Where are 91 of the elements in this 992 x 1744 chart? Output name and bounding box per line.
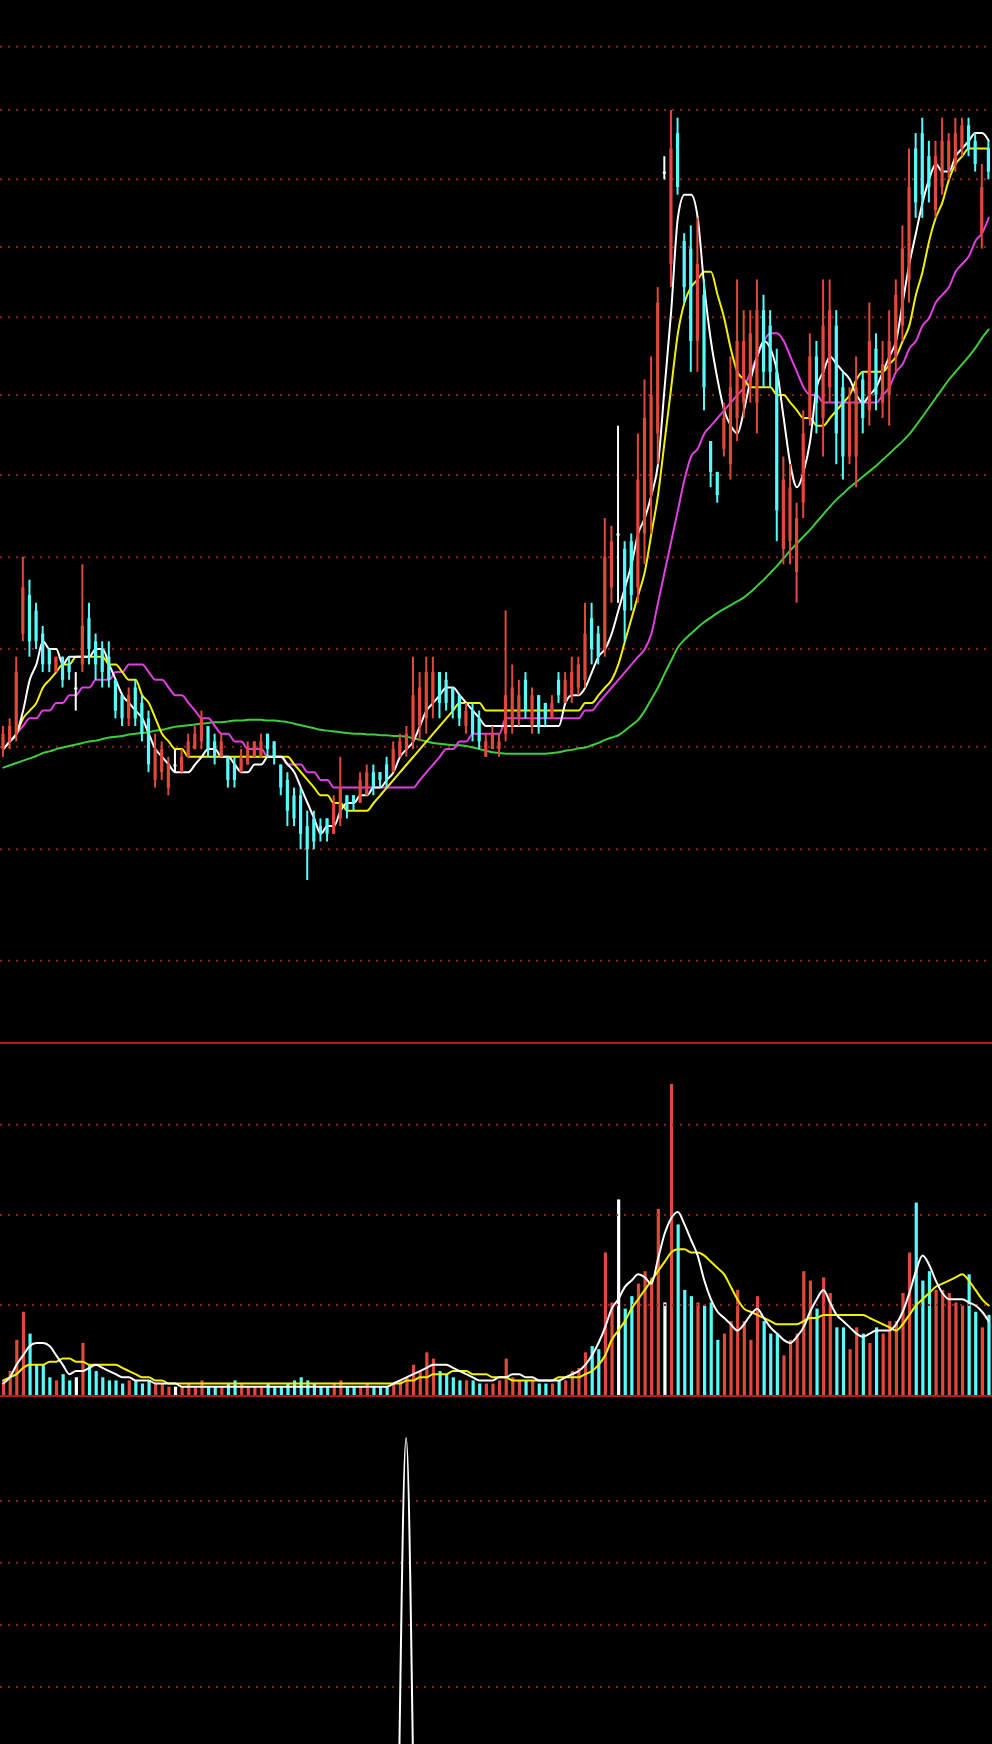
candlestick: [133, 678, 137, 727]
candlestick: [537, 694, 541, 735]
candlestick: [980, 162, 984, 250]
candlestick: [113, 678, 118, 720]
candlestick: [246, 740, 250, 766]
candlestick: [1, 725, 5, 758]
candlestick: [153, 732, 157, 789]
candlestick: [285, 771, 289, 828]
candlestick: [60, 655, 65, 689]
candlestick: [299, 786, 303, 851]
candlestick: [973, 132, 977, 173]
candlestick: [861, 370, 865, 435]
candlestick: [589, 601, 594, 666]
candlestick: [927, 139, 931, 204]
candlestick: [947, 132, 951, 181]
candlestick: [206, 725, 210, 758]
candlestick: [510, 663, 514, 735]
candlestick: [709, 440, 713, 489]
candlestick: [570, 655, 574, 704]
candlestick: [166, 755, 170, 797]
candlestick: [662, 155, 666, 181]
candlestick: [318, 817, 323, 843]
candlestick: [814, 340, 819, 435]
candlestick: [259, 732, 263, 758]
candlestick: [457, 694, 461, 727]
candlestick: [140, 694, 144, 743]
candlestick: [517, 678, 521, 727]
candlestick: [411, 655, 415, 751]
candlestick: [986, 139, 990, 181]
candlestick: [424, 655, 428, 735]
candlestick: [880, 340, 885, 419]
candlestick: [160, 740, 164, 781]
candlestick: [146, 709, 151, 774]
candlestick: [497, 732, 501, 758]
candlestick: [226, 755, 230, 789]
candlestick: [371, 763, 375, 797]
candlestick: [504, 609, 508, 743]
candlestick: [583, 601, 587, 689]
candlestick: [232, 755, 237, 789]
candlestick: [437, 671, 442, 720]
candlestick: [345, 794, 349, 820]
candlestick: [332, 794, 336, 835]
candlestick: [391, 740, 395, 774]
candlestick: [966, 116, 971, 158]
candlestick: [87, 601, 91, 666]
candlestick: [305, 809, 309, 881]
candlestick: [563, 671, 567, 704]
candlestick: [477, 709, 481, 751]
candlestick: [464, 701, 468, 735]
candlestick: [312, 809, 316, 851]
candlestick: [874, 332, 878, 412]
candlestick: [127, 686, 131, 727]
candlestick: [272, 740, 276, 766]
candlestick: [21, 555, 25, 643]
candlestick: [213, 732, 217, 766]
candlestick: [199, 709, 203, 751]
candlestick: [338, 755, 342, 828]
candlestick: [100, 640, 104, 689]
candlestick: [484, 732, 488, 758]
candlestick: [173, 748, 177, 774]
candlestick: [431, 655, 435, 720]
candlestick: [523, 671, 528, 720]
candlestick: [556, 671, 561, 704]
candlestick: [530, 686, 534, 735]
candlestick: [358, 771, 362, 804]
candlestick: [596, 624, 600, 666]
candlestick: [47, 648, 51, 674]
candlestick: [279, 763, 283, 797]
candlestick: [74, 671, 78, 712]
candlestick: [418, 671, 422, 743]
candlestick: [186, 732, 190, 758]
candlestick: [960, 116, 964, 158]
candlestick: [451, 686, 455, 720]
candlestick: [8, 717, 12, 751]
candlestick: [715, 470, 719, 504]
candlestick: [444, 671, 448, 712]
candlestick: [325, 817, 329, 843]
candlestick: [384, 755, 389, 789]
candlestick: [107, 640, 111, 689]
candlestick: [768, 309, 772, 389]
candlestick: [67, 655, 71, 681]
candlestick: [292, 786, 296, 828]
candlestick: [470, 701, 475, 743]
candlestick: [219, 732, 223, 758]
candlestick: [609, 524, 614, 604]
candlestick: [80, 563, 84, 674]
candlestick: [722, 401, 726, 458]
candlestick: [616, 424, 620, 604]
candlestick: [365, 763, 369, 797]
candlestick: [27, 578, 32, 658]
candlestick: [953, 116, 957, 173]
